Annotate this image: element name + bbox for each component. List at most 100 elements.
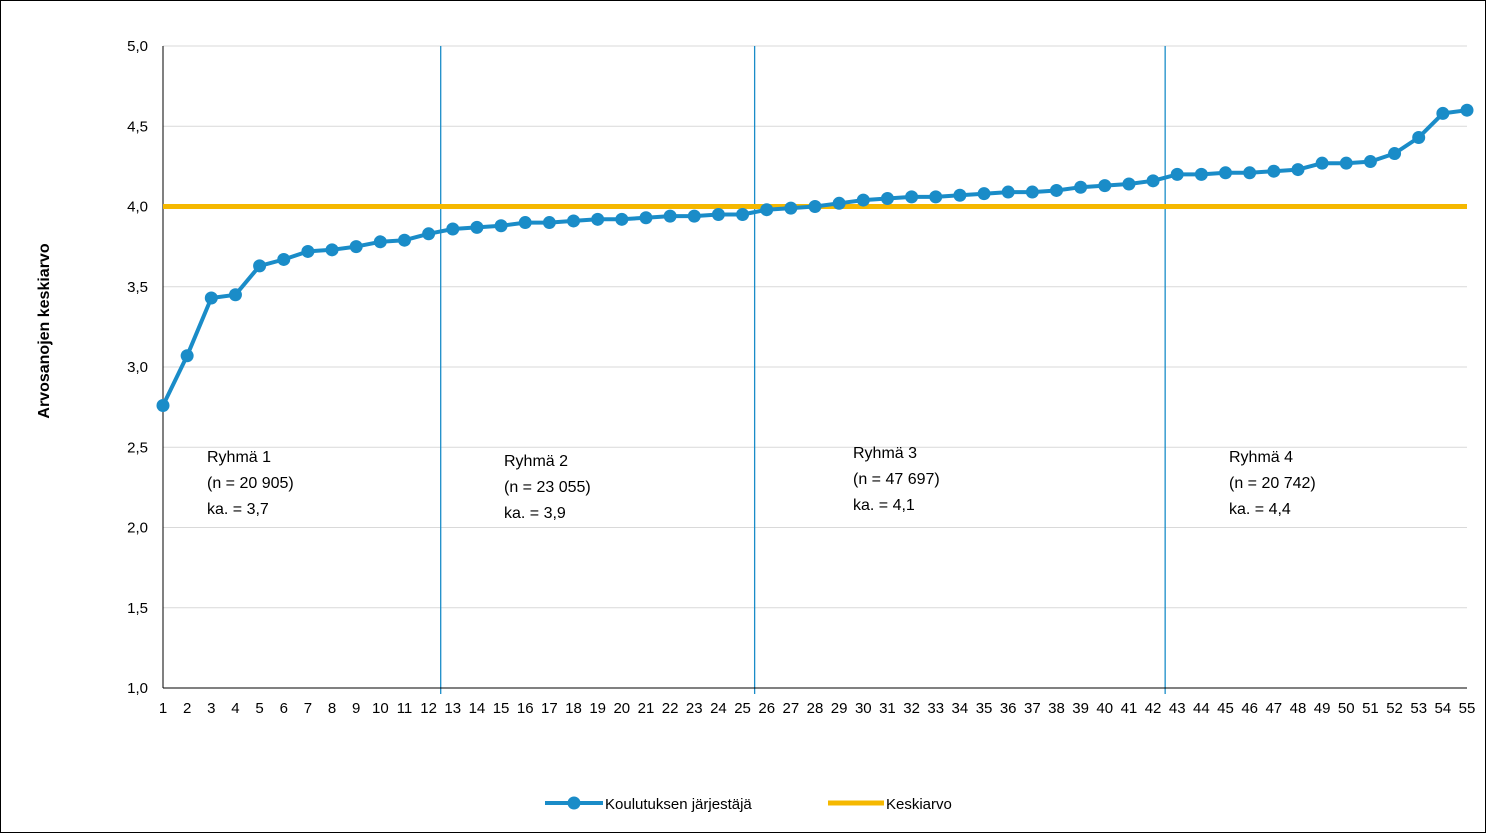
data-point [494, 219, 508, 233]
x-tick-label: 1 [159, 700, 167, 717]
x-tick-label: 30 [855, 700, 872, 717]
legend-label-series: Koulutuksen järjestäjä [605, 796, 752, 813]
data-point [1243, 166, 1257, 180]
x-tick-label: 31 [879, 700, 896, 717]
data-point [977, 187, 991, 201]
data-point [784, 201, 798, 215]
x-tick-label: 46 [1241, 700, 1258, 717]
data-point [687, 209, 701, 223]
group-annotations: Ryhmä 1 (n = 20 905) ka. = 3,7 Ryhmä 2 (n = … [207, 445, 1316, 522]
data-point [1001, 185, 1015, 199]
group-label: ka. = 4,4 [1229, 501, 1291, 518]
data-point [1049, 183, 1063, 197]
group-label: Ryhmä 1 [207, 449, 271, 466]
x-tick-label: 51 [1362, 700, 1379, 717]
x-tick-label: 38 [1048, 700, 1065, 717]
x-tick-label: 13 [444, 700, 461, 717]
data-point [422, 227, 436, 241]
data-point [349, 240, 363, 254]
x-tick-label: 19 [589, 700, 606, 717]
x-tick-label: 22 [662, 700, 679, 717]
legend: Koulutuksen järjestäjä Keskiarvo [545, 796, 952, 813]
x-tick-label: 47 [1265, 700, 1282, 717]
x-tick-label: 7 [304, 700, 312, 717]
data-point [301, 244, 315, 258]
x-tick-label: 49 [1314, 700, 1331, 717]
data-point [446, 222, 460, 236]
x-tick-label: 44 [1193, 700, 1210, 717]
legend-label-average: Keskiarvo [886, 796, 952, 813]
x-tick-labels: 1 2 3 4 5 6 7 8 9 10 11 12 13 14 15 16 17 18 19 20 21 22 23 24 2… [159, 700, 1476, 717]
data-point [615, 212, 629, 226]
x-tick-label: 15 [493, 700, 510, 717]
data-point [253, 259, 267, 273]
y-tick-label: 1,5 [127, 600, 148, 617]
x-tick-label: 23 [686, 700, 703, 717]
x-tick-label: 4 [231, 700, 239, 717]
data-point [1074, 180, 1088, 194]
data-point [1436, 106, 1450, 120]
x-tick-label: 42 [1145, 700, 1162, 717]
data-point [1412, 130, 1426, 144]
y-tick-label: 3,0 [127, 359, 148, 376]
x-tick-label: 18 [565, 700, 582, 717]
y-axis-label: Arvosanojen keskiarvo [36, 243, 53, 418]
data-point [929, 190, 943, 204]
x-tick-label: 3 [207, 700, 215, 717]
x-tick-label: 2 [183, 700, 191, 717]
data-point [518, 216, 532, 230]
x-tick-label: 43 [1169, 700, 1186, 717]
group-label: Ryhmä 3 [853, 445, 917, 462]
grid-lines [163, 45, 1467, 609]
group-label: ka. = 3,9 [504, 505, 566, 522]
data-point [663, 209, 677, 223]
y-tick-label: 1,0 [127, 680, 148, 697]
data-point [880, 191, 894, 205]
group-label: ka. = 4,1 [853, 497, 915, 514]
data-point [1315, 156, 1329, 170]
x-tick-label: 28 [807, 700, 824, 717]
data-point [397, 233, 411, 247]
y-tick-label: 3,5 [127, 279, 148, 296]
x-tick-label: 34 [952, 700, 969, 717]
data-point [277, 252, 291, 266]
x-tick-label: 5 [255, 700, 263, 717]
data-point [639, 211, 653, 225]
y-tick-label: 2,5 [127, 439, 148, 456]
group-label: (n = 20 742) [1229, 475, 1316, 492]
group-label: (n = 20 905) [207, 475, 294, 492]
x-tick-label: 54 [1435, 700, 1452, 717]
axes [162, 46, 1467, 689]
y-tick-label: 4,5 [127, 118, 148, 135]
data-point [1219, 166, 1233, 180]
x-tick-label: 21 [638, 700, 655, 717]
x-tick-label: 39 [1072, 700, 1089, 717]
data-point [1194, 167, 1208, 181]
data-point [156, 399, 170, 413]
data-point [1122, 177, 1136, 191]
x-tick-label: 48 [1290, 700, 1307, 717]
data-point [760, 203, 774, 217]
group-dividers [440, 46, 1166, 694]
data-point [228, 288, 242, 302]
x-tick-label: 52 [1386, 700, 1403, 717]
y-tick-labels: 1,0 1,5 2,0 2,5 3,0 3,5 4,0 4,5 5,0 [127, 38, 148, 697]
data-point [736, 208, 750, 222]
x-tick-label: 53 [1410, 700, 1427, 717]
x-tick-label: 37 [1024, 700, 1041, 717]
x-tick-label: 33 [927, 700, 944, 717]
x-tick-label: 27 [783, 700, 800, 717]
y-tick-label: 4,0 [127, 199, 148, 216]
data-point [905, 190, 919, 204]
y-tick-label: 5,0 [127, 38, 148, 55]
x-tick-label: 45 [1217, 700, 1234, 717]
data-point [1339, 156, 1353, 170]
data-point [808, 200, 822, 213]
group-label: Ryhmä 4 [1229, 449, 1293, 466]
data-point [1267, 164, 1281, 178]
x-tick-label: 16 [517, 700, 534, 717]
data-point [1291, 163, 1305, 177]
x-tick-label: 26 [758, 700, 775, 717]
x-tick-label: 55 [1459, 700, 1476, 717]
data-point [591, 212, 605, 226]
